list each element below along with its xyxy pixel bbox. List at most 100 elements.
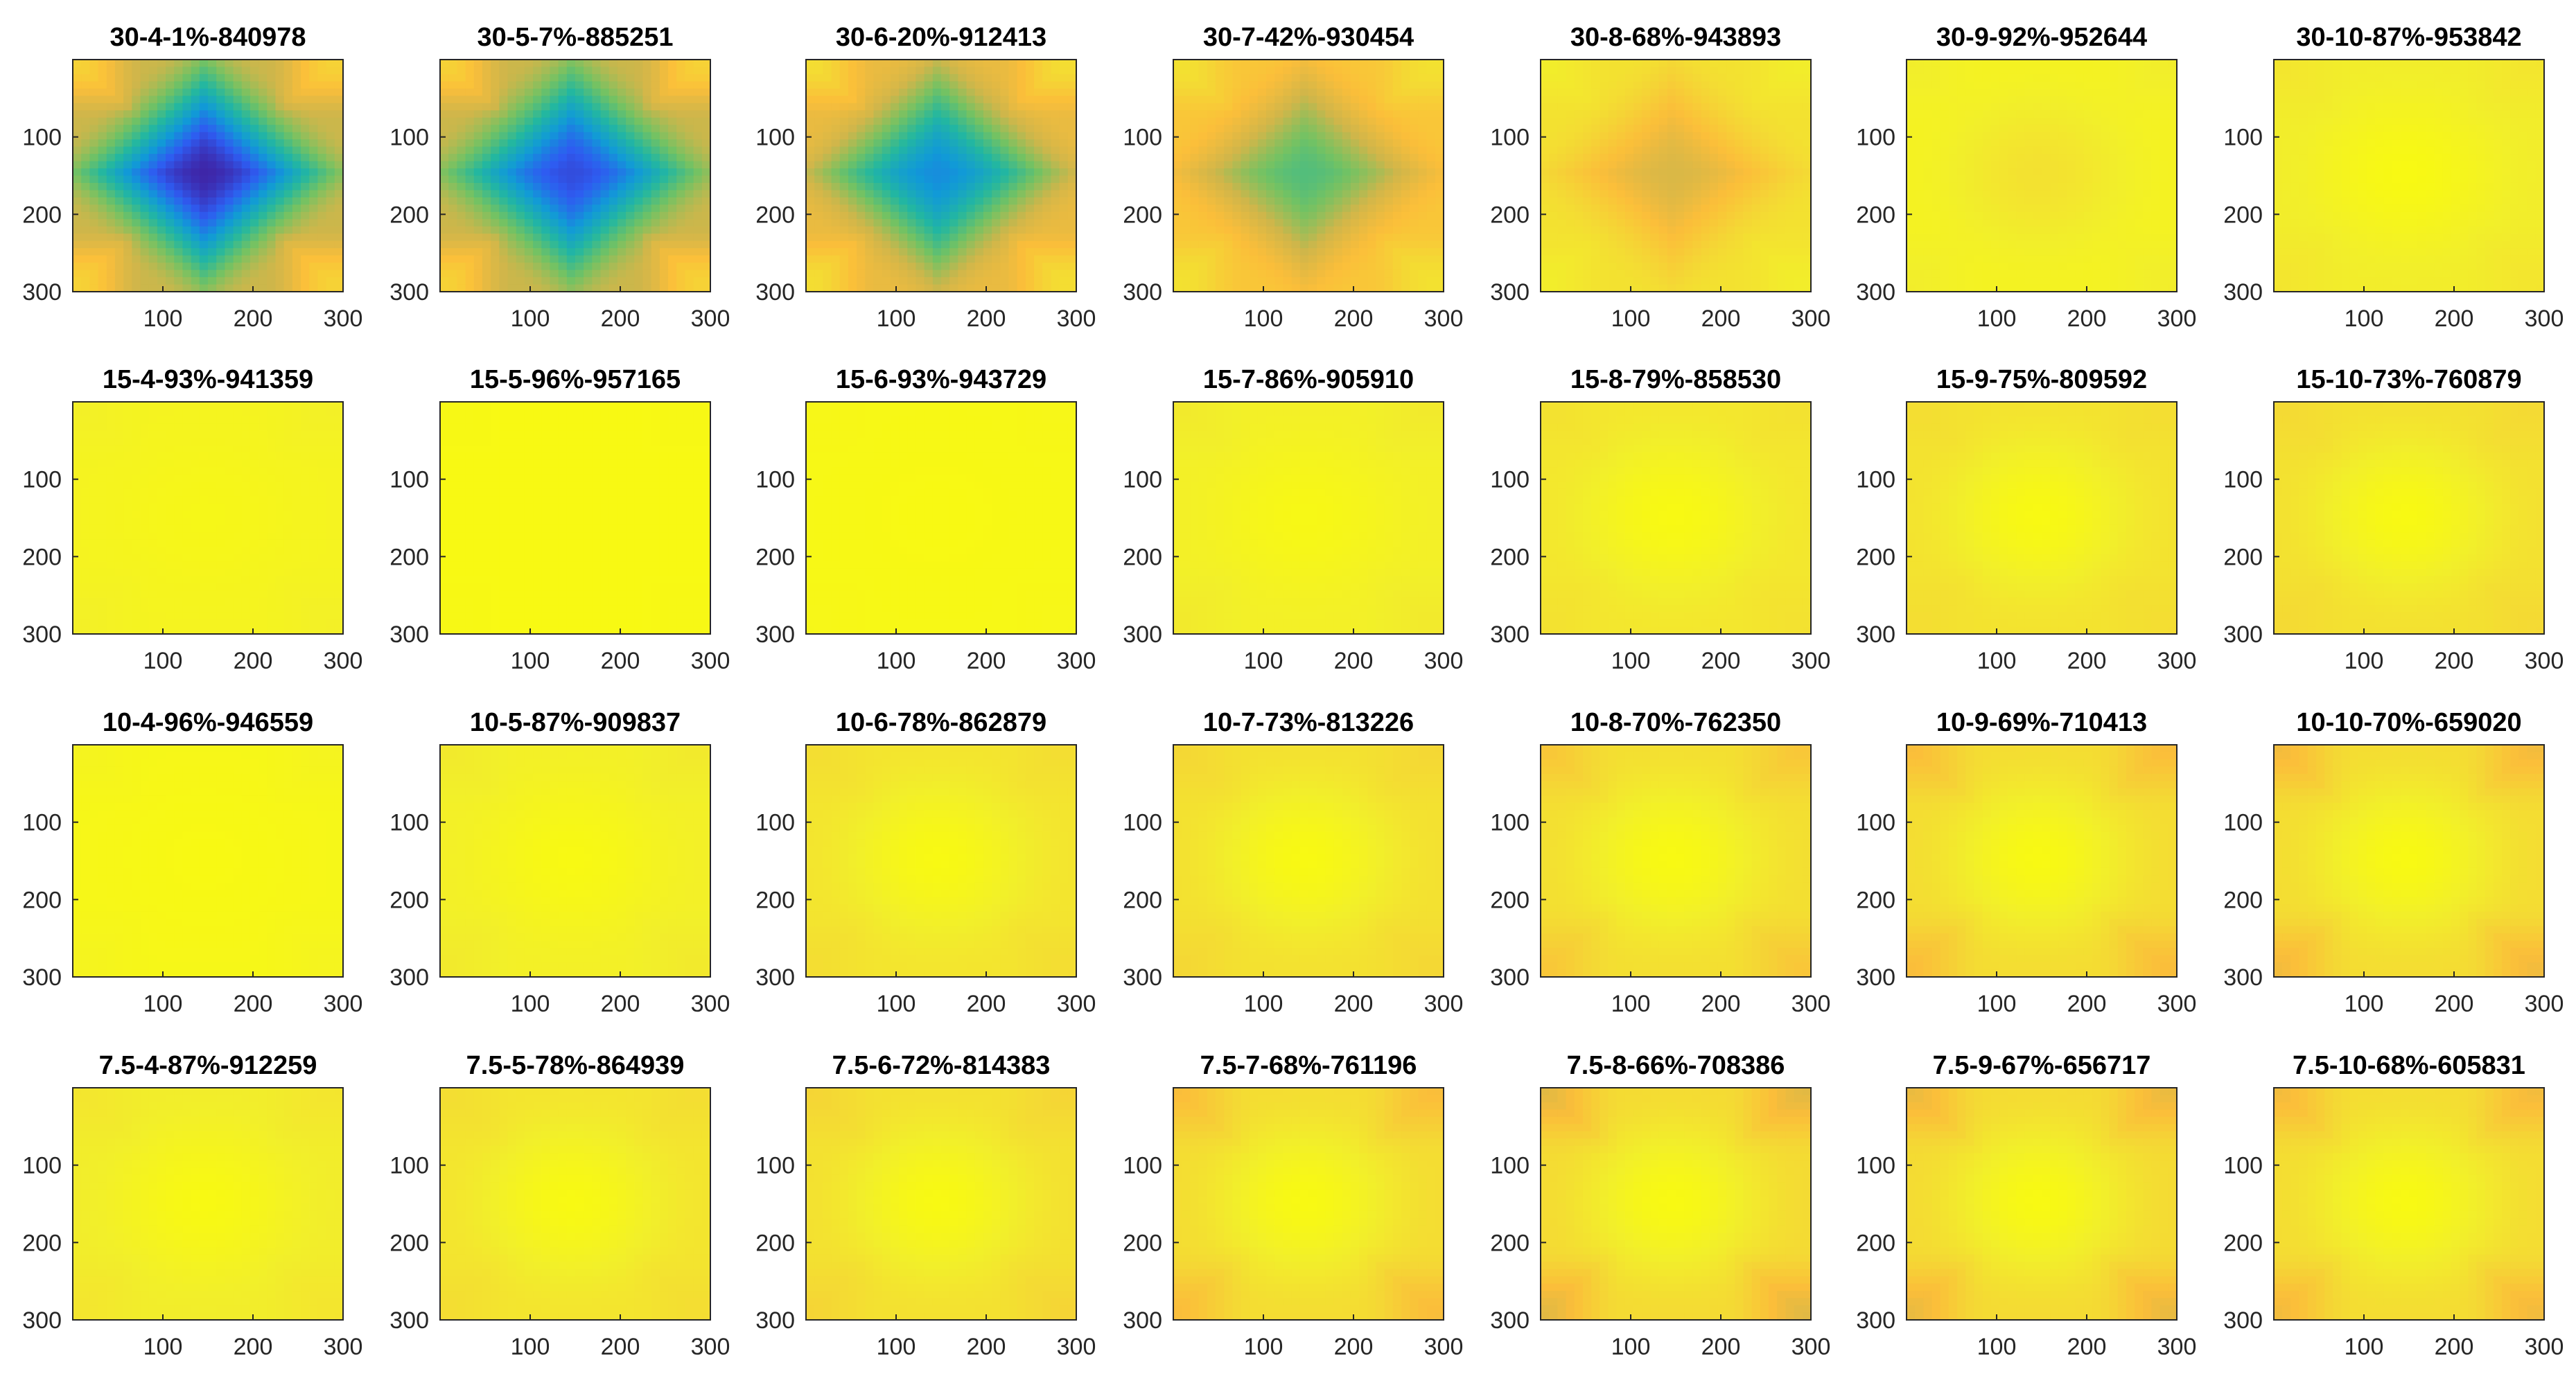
heatmap-cell: [1785, 73, 1795, 82]
heatmap-cell: [81, 226, 91, 235]
heatmap-cell: [617, 182, 627, 191]
heatmap-cell: [873, 197, 883, 206]
heatmap-cell: [1735, 103, 1744, 112]
heatmap-cell: [1215, 270, 1225, 278]
heatmap-cell: [1241, 211, 1250, 220]
heatmap-cell: [668, 284, 678, 292]
heatmap-cell: [241, 110, 251, 118]
y-tick-label: 300: [755, 279, 795, 306]
heatmap-cell: [1794, 103, 1803, 112]
heatmap-cell: [249, 139, 259, 148]
heatmap-cell: [457, 270, 466, 278]
heatmap-cell: [949, 168, 959, 177]
heatmap-cell: [123, 154, 133, 162]
heatmap-cell: [132, 154, 141, 162]
heatmap-cell: [157, 161, 166, 169]
heatmap-cell: [516, 233, 525, 242]
heatmap-cell: [941, 60, 950, 68]
heatmap-cell: [974, 270, 984, 278]
heatmap-cell: [949, 270, 959, 278]
heatmap-cell: [626, 103, 636, 112]
heatmap-cell: [465, 81, 475, 89]
heatmap-cell: [1591, 161, 1601, 169]
heatmap-cell: [1059, 96, 1069, 104]
heatmap-cell: [566, 233, 576, 242]
heatmap-cell: [1401, 96, 1411, 104]
heatmap-cell: [1410, 248, 1419, 256]
heatmap-cell: [208, 96, 217, 104]
heatmap-cell: [216, 248, 226, 256]
heatmap-cell: [949, 226, 959, 235]
heatmap-cell: [676, 284, 686, 292]
heatmap-cell: [693, 255, 703, 263]
heatmap-cell: [1549, 88, 1559, 97]
heatmap-cell: [1549, 110, 1559, 118]
heatmap-cell: [465, 277, 475, 285]
heatmap-cell: [584, 146, 593, 155]
heatmap-cell: [592, 182, 602, 191]
heatmap-cell: [1401, 277, 1411, 285]
heatmap-cell: [907, 219, 917, 227]
heatmap-cell: [1198, 197, 1208, 206]
heatmap-cell: [642, 190, 652, 198]
heatmap-cell: [873, 255, 883, 263]
heatmap-cell: [123, 211, 133, 220]
heatmap-cell: [865, 240, 875, 249]
heatmap-cell: [1325, 197, 1335, 206]
heatmap-cell: [1633, 240, 1643, 249]
heatmap-cell: [1034, 233, 1044, 242]
heatmap-cell: [292, 60, 301, 68]
heatmap-cell: [1350, 277, 1360, 285]
heatmap-cell: [626, 277, 636, 285]
heatmap-cell: [550, 219, 559, 227]
heatmap-cell: [499, 67, 509, 75]
heatmap-cell: [1709, 60, 1719, 68]
heatmap-cell: [1541, 211, 1550, 220]
heatmap-cell: [132, 139, 141, 148]
heatmap-cell: [1207, 233, 1216, 242]
heatmap-cell: [685, 182, 694, 191]
heatmap-cell: [1701, 240, 1710, 249]
heatmap-cell: [907, 263, 917, 271]
heatmap-cell: [634, 73, 644, 82]
heatmap-cell: [1709, 219, 1719, 227]
heatmap-cell: [1401, 219, 1411, 227]
heatmap-cell: [1418, 96, 1428, 104]
heatmap-cell: [1418, 284, 1428, 292]
heatmap-cell: [1067, 125, 1077, 133]
heatmap-cell: [123, 125, 133, 133]
heatmap-cell: [465, 204, 475, 213]
heatmap-cell: [685, 255, 694, 263]
heatmap-cell: [1257, 197, 1267, 206]
heatmap-cell: [507, 103, 517, 112]
x-tick-label: 200: [1334, 306, 1374, 332]
heatmap-cell: [233, 263, 243, 271]
heatmap-cell: [1274, 284, 1284, 292]
heatmap-cell: [283, 219, 293, 227]
heatmap-cell: [1173, 182, 1182, 191]
heatmap-cell: [1274, 226, 1284, 235]
heatmap-cell: [634, 226, 644, 235]
heatmap-cell: [659, 81, 669, 89]
heatmap-cell: [1017, 132, 1026, 140]
heatmap-cell: [839, 270, 849, 278]
heatmap-cell: [1743, 132, 1753, 140]
heatmap-cell: [1401, 211, 1411, 220]
heatmap-cell: [148, 60, 158, 68]
heatmap-cell: [533, 248, 543, 256]
heatmap-cell: [941, 110, 950, 118]
heatmap-cell: [1735, 219, 1744, 227]
heatmap-cell: [1274, 175, 1284, 184]
heatmap-cell: [283, 248, 293, 256]
heatmap-cell: [182, 190, 192, 198]
heatmap-cell: [1426, 226, 1436, 235]
heatmap-cell: [292, 263, 301, 271]
heatmap-cell: [533, 81, 543, 89]
heatmap-cell: [1426, 125, 1436, 133]
heatmap-cell: [1574, 175, 1584, 184]
heatmap-cell: [309, 168, 319, 177]
heatmap-cell: [584, 270, 593, 278]
heatmap-cell: [932, 132, 942, 140]
heatmap-cell: [558, 168, 568, 177]
